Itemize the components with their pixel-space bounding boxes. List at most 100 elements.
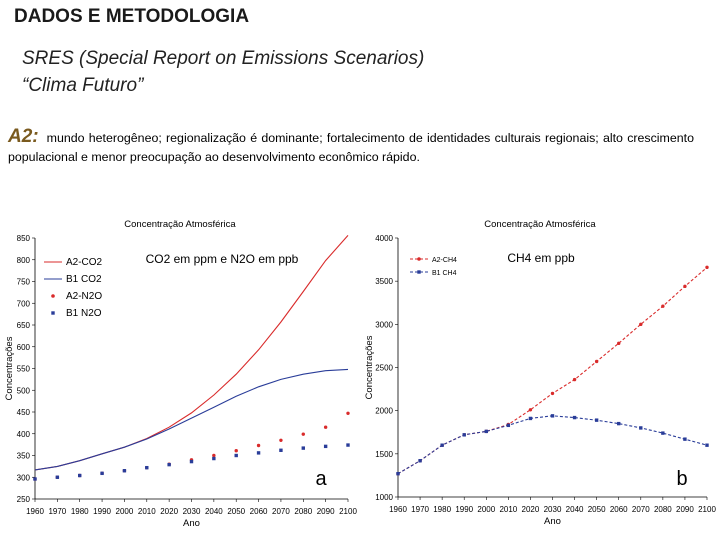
x-tick-label: 2060 [610, 505, 628, 514]
y-tick-label: 300 [17, 473, 31, 482]
x-tick-label: 1990 [93, 507, 111, 516]
data-point-b1-n2o [279, 448, 283, 452]
series-line-b1-ch4 [397, 415, 708, 475]
x-tick-label: 1980 [433, 505, 451, 514]
data-point-a2-n2o [212, 453, 216, 458]
data-point-a2-ch4 [705, 265, 709, 270]
y-axis-title: Concentrações [4, 336, 15, 400]
data-point-b1-ch4 [550, 414, 555, 418]
data-point-b1-ch4 [661, 431, 665, 435]
legend-label-b1-co2: B1 CO2 [66, 274, 102, 285]
data-point-a2-n2o [323, 425, 328, 429]
chart-title: Concentração Atmosférica [124, 219, 236, 230]
panel-label: b [676, 468, 687, 490]
data-point-b1-ch4 [705, 443, 709, 447]
scenario-description: A2: mundo heterogêneo; regionalização é d… [8, 127, 694, 167]
data-point-b1-n2o [33, 477, 37, 481]
data-point-a2-n2o [346, 411, 350, 416]
subtitle-clima-futuro: “Clima Futuro” [22, 75, 144, 96]
x-tick-label: 1990 [455, 505, 473, 514]
data-point-b1-ch4 [440, 443, 444, 447]
legend-marker-b1-n2o [51, 311, 55, 315]
x-tick-label: 2050 [227, 507, 245, 516]
series-line-a2-ch4 [397, 266, 708, 475]
y-tick-label: 2500 [375, 364, 393, 373]
x-tick-label: 2030 [544, 505, 562, 514]
y-tick-label: 550 [17, 365, 31, 374]
chart-co2-n2o: Concentração Atmosférica 250 300 350 400 450 5… [4, 219, 357, 529]
x-tick-label: 2000 [116, 507, 134, 516]
data-point-b1-n2o [256, 451, 261, 455]
x-tick-label: 1960 [389, 505, 407, 514]
data-point-b1-n2o [145, 465, 149, 470]
x-tick-label: 2080 [294, 507, 312, 516]
legend-marker-a2-n2o [51, 294, 55, 298]
x-tick-label: 2000 [477, 505, 495, 514]
chart-ch4: Concentração Atmosférica 1000 1500 2000 2500… [364, 219, 716, 527]
legend-label-a2-ch4: A2-CH4 [432, 257, 457, 264]
panel-label: a [315, 468, 327, 490]
data-point-a2-ch4 [639, 322, 643, 327]
data-point-a2-ch4 [683, 284, 687, 289]
data-point-b1-ch4 [572, 415, 577, 420]
legend-label-b1-n2o: B1 N2O [66, 308, 102, 319]
x-axis-title: Ano [544, 516, 561, 527]
data-point-a2-ch4 [572, 377, 577, 382]
x-tick-label: 2010 [499, 505, 517, 514]
data-point-b1-ch4 [683, 437, 687, 441]
y-tick-label: 350 [17, 452, 31, 461]
y-tick-label: 1500 [375, 450, 393, 459]
y-tick-label: 450 [17, 408, 31, 417]
x-tick-label: 2070 [632, 505, 650, 514]
scenario-tag: A2: [8, 126, 39, 147]
y-tick-label: 500 [17, 386, 31, 395]
x-tick-label: 2030 [183, 507, 201, 516]
x-tick-label: 1970 [411, 505, 429, 514]
chart-title: Concentração Atmosférica [484, 219, 596, 230]
x-tick-label: 2090 [676, 505, 694, 514]
page-title: DADOS E METODOLOGIA [14, 6, 250, 27]
x-tick-label: 2040 [566, 505, 584, 514]
y-tick-label: 3500 [375, 277, 393, 286]
x-tick-label: 1970 [48, 507, 66, 516]
x-tick-label: 2070 [272, 507, 290, 516]
series-line-a2-co2 [34, 235, 349, 471]
data-point-a2-n2o [279, 438, 283, 442]
y-tick-label: 3000 [375, 320, 393, 329]
x-tick-label: 2020 [522, 505, 540, 514]
x-tick-label: 2100 [698, 505, 716, 514]
x-tick-label: 2020 [160, 507, 178, 516]
y-tick-label: 250 [17, 495, 31, 504]
legend-marker-b1-ch4 [417, 270, 421, 274]
data-point-b1-ch4 [594, 418, 599, 422]
data-point-a2-ch4 [594, 359, 599, 364]
data-point-b1-n2o [212, 456, 216, 461]
data-point-b1-ch4 [484, 429, 488, 434]
data-point-b1-ch4 [639, 426, 643, 430]
x-tick-label: 1980 [71, 507, 89, 516]
y-tick-label: 1000 [375, 493, 393, 502]
data-point-b1-n2o [323, 444, 328, 449]
legend-label-a2-n2o: A2-N2O [66, 291, 102, 302]
data-point-b1-n2o [55, 475, 60, 479]
data-point-a2-n2o [256, 443, 261, 448]
data-point-b1-n2o [122, 469, 127, 473]
units-note: CO2 em ppm e N2O em ppb [146, 252, 299, 266]
y-tick-label: 4000 [375, 234, 393, 243]
y-tick-label: 650 [17, 321, 31, 330]
x-tick-label: 2100 [339, 507, 357, 516]
y-tick-label: 850 [17, 234, 31, 243]
data-point-a2-ch4 [661, 304, 665, 308]
x-tick-label: 2050 [588, 505, 606, 514]
y-tick-label: 700 [17, 299, 31, 308]
data-point-a2-n2o [234, 449, 238, 453]
x-tick-label: 2090 [317, 507, 335, 516]
x-axis-title: Ano [183, 518, 200, 529]
y-tick-label: 400 [17, 430, 31, 439]
data-point-b1-n2o [189, 459, 194, 464]
legend-marker-a2-ch4 [417, 257, 421, 261]
legend-label-a2-co2: A2-CO2 [66, 257, 103, 268]
data-point-b1-n2o [346, 443, 350, 447]
x-tick-label: 2080 [654, 505, 672, 514]
data-point-b1-n2o [78, 473, 82, 478]
